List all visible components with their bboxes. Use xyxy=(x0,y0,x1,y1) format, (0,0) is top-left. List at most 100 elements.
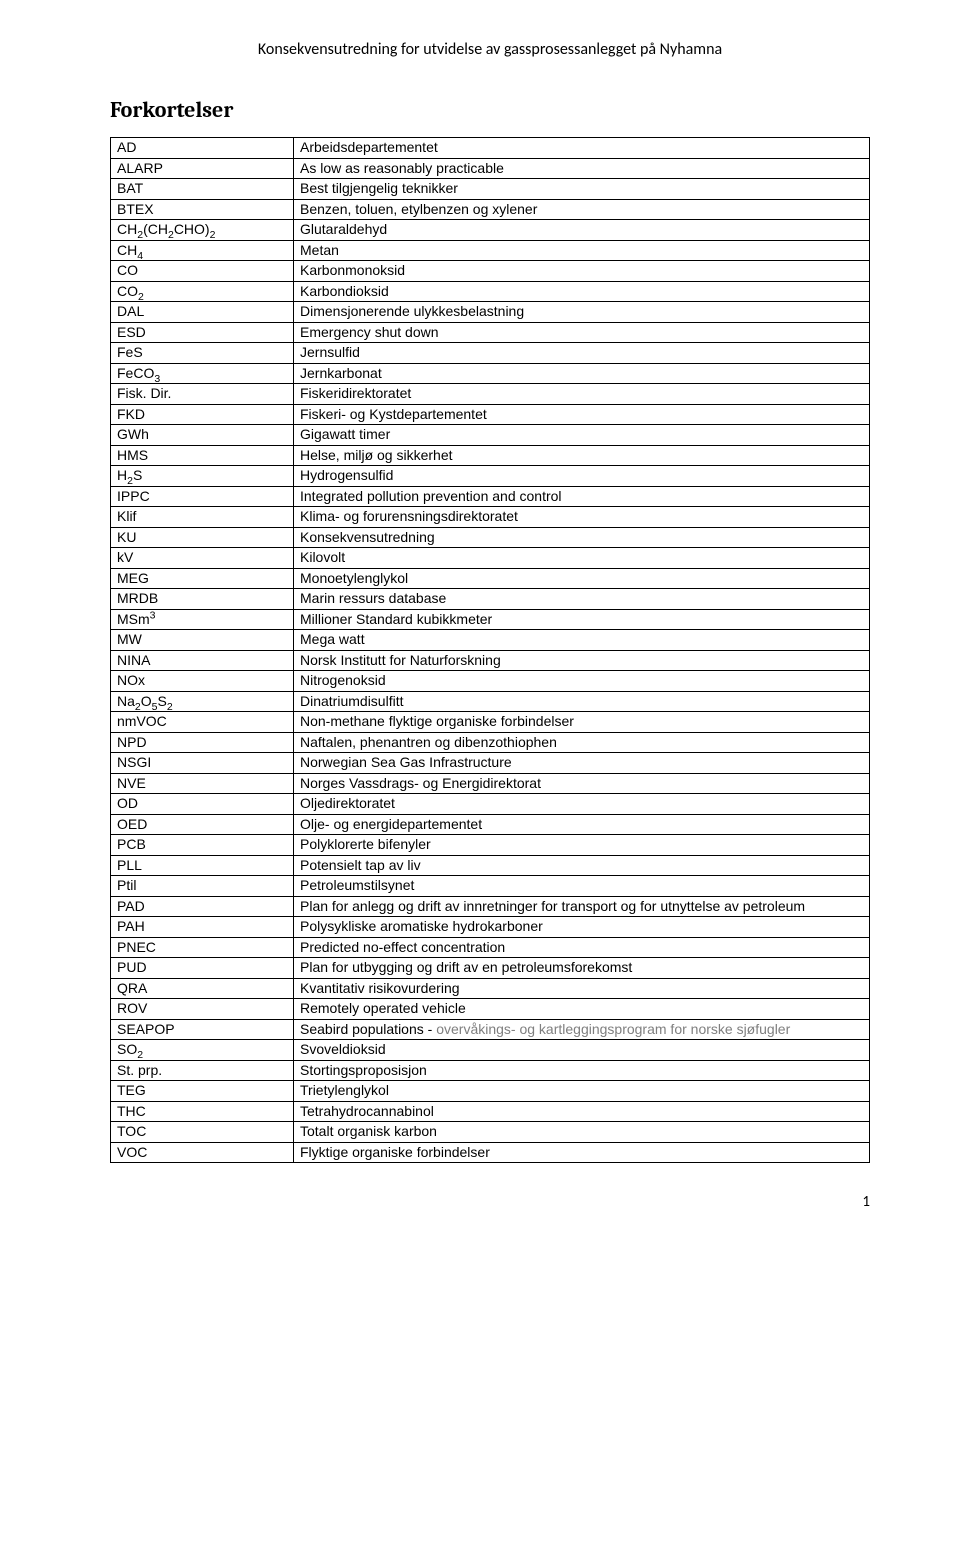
definition-cell: Glutaraldehyd xyxy=(294,220,870,241)
table-row: OEDOlje- og energidepartementet xyxy=(111,814,870,835)
table-row: ESDEmergency shut down xyxy=(111,322,870,343)
definition-cell: Kvantitativ risikovurdering xyxy=(294,978,870,999)
table-row: PNECPredicted no-effect concentration xyxy=(111,937,870,958)
abbrev-cell: MEG xyxy=(111,568,294,589)
section-heading: Forkortelser xyxy=(110,97,870,123)
abbrev-cell: AD xyxy=(111,138,294,159)
definition-cell: Trietylenglykol xyxy=(294,1081,870,1102)
definition-cell: Norsk Institutt for Naturforskning xyxy=(294,650,870,671)
abbrev-cell: Ptil xyxy=(111,876,294,897)
abbreviations-table: ADArbeidsdepartementetALARPAs low as rea… xyxy=(110,137,870,1163)
abbrev-cell: FeS xyxy=(111,343,294,364)
abbrev-cell: OD xyxy=(111,794,294,815)
abbrev-cell: BAT xyxy=(111,179,294,200)
definition-cell: Fiskeridirektoratet xyxy=(294,384,870,405)
table-row: SO2Svoveldioksid xyxy=(111,1040,870,1061)
definition-cell: Metan xyxy=(294,240,870,261)
definition-cell: Dinatriumdisulfitt xyxy=(294,691,870,712)
table-row: PtilPetroleumstilsynet xyxy=(111,876,870,897)
table-row: ALARPAs low as reasonably practicable xyxy=(111,158,870,179)
definition-cell: Hydrogensulfid xyxy=(294,466,870,487)
table-row: ROVRemotely operated vehicle xyxy=(111,999,870,1020)
page-header-title: Konsekvensutredning for utvidelse av gas… xyxy=(110,40,870,59)
table-row: St. prp.Stortingsproposisjon xyxy=(111,1060,870,1081)
table-row: SEAPOPSeabird populations - overvåkings-… xyxy=(111,1019,870,1040)
abbrev-cell: St. prp. xyxy=(111,1060,294,1081)
table-row: GWhGigawatt timer xyxy=(111,425,870,446)
definition-cell: Petroleumstilsynet xyxy=(294,876,870,897)
table-row: PLLPotensielt tap av liv xyxy=(111,855,870,876)
table-row: MEGMonoetylenglykol xyxy=(111,568,870,589)
definition-cell: Jernkarbonat xyxy=(294,363,870,384)
definition-cell: Karbondioksid xyxy=(294,281,870,302)
table-row: ADArbeidsdepartementet xyxy=(111,138,870,159)
abbrev-cell: nmVOC xyxy=(111,712,294,733)
definition-cell: Remotely operated vehicle xyxy=(294,999,870,1020)
definition-cell: Totalt organisk karbon xyxy=(294,1122,870,1143)
definition-cell: Non-methane flyktige organiske forbindel… xyxy=(294,712,870,733)
definition-cell: Svoveldioksid xyxy=(294,1040,870,1061)
abbrev-cell: DAL xyxy=(111,302,294,323)
table-row: MWMega watt xyxy=(111,630,870,651)
definition-cell: Stortingsproposisjon xyxy=(294,1060,870,1081)
table-row: FeCO3Jernkarbonat xyxy=(111,363,870,384)
definition-cell: Predicted no-effect concentration xyxy=(294,937,870,958)
definition-cell: Benzen, toluen, etylbenzen og xylener xyxy=(294,199,870,220)
table-row: CH2(CH2CHO)2Glutaraldehyd xyxy=(111,220,870,241)
abbrev-cell: PNEC xyxy=(111,937,294,958)
abbrev-cell: NSGI xyxy=(111,753,294,774)
abbrev-cell: FKD xyxy=(111,404,294,425)
definition-cell: Polysykliske aromatiske hydrokarboner xyxy=(294,917,870,938)
abbrev-cell: HMS xyxy=(111,445,294,466)
table-row: PCBPolyklorerte bifenyler xyxy=(111,835,870,856)
table-row: nmVOCNon-methane flyktige organiske forb… xyxy=(111,712,870,733)
abbrev-cell: Na2O5S2 xyxy=(111,691,294,712)
abbrev-cell: Fisk. Dir. xyxy=(111,384,294,405)
abbrev-cell: NINA xyxy=(111,650,294,671)
table-row: Fisk. Dir.Fiskeridirektoratet xyxy=(111,384,870,405)
abbrev-cell: SO2 xyxy=(111,1040,294,1061)
table-row: NOxNitrogenoksid xyxy=(111,671,870,692)
definition-cell: Oljedirektoratet xyxy=(294,794,870,815)
abbrev-cell: ALARP xyxy=(111,158,294,179)
table-row: QRAKvantitativ risikovurdering xyxy=(111,978,870,999)
abbrev-cell: PAH xyxy=(111,917,294,938)
definition-cell: As low as reasonably practicable xyxy=(294,158,870,179)
abbrev-cell: kV xyxy=(111,548,294,569)
definition-cell: Best tilgjengelig teknikker xyxy=(294,179,870,200)
table-row: NVENorges Vassdrags- og Energidirektorat xyxy=(111,773,870,794)
definition-cell: Plan for anlegg og drift av innretninger… xyxy=(294,896,870,917)
table-row: COKarbonmonoksid xyxy=(111,261,870,282)
definition-cell: Klima- og forurensningsdirektoratet xyxy=(294,507,870,528)
abbrev-cell: CO xyxy=(111,261,294,282)
table-row: Na2O5S2Dinatriumdisulfitt xyxy=(111,691,870,712)
abbrev-cell: GWh xyxy=(111,425,294,446)
abbrev-cell: MRDB xyxy=(111,589,294,610)
definition-cell: Kilovolt xyxy=(294,548,870,569)
definition-cell: Mega watt xyxy=(294,630,870,651)
table-row: PUDPlan for utbygging og drift av en pet… xyxy=(111,958,870,979)
definition-cell: Norwegian Sea Gas Infrastructure xyxy=(294,753,870,774)
table-row: TOCTotalt organisk karbon xyxy=(111,1122,870,1143)
abbrev-cell: PLL xyxy=(111,855,294,876)
abbrev-cell: OED xyxy=(111,814,294,835)
abbrev-cell: CH2(CH2CHO)2 xyxy=(111,220,294,241)
abbrev-cell: SEAPOP xyxy=(111,1019,294,1040)
table-row: KlifKlima- og forurensningsdirektoratet xyxy=(111,507,870,528)
definition-cell: Polyklorerte bifenyler xyxy=(294,835,870,856)
page-number: 1 xyxy=(110,1193,870,1211)
definition-cell: Tetrahydrocannabinol xyxy=(294,1101,870,1122)
abbrev-cell: CO2 xyxy=(111,281,294,302)
abbrev-cell: THC xyxy=(111,1101,294,1122)
abbrev-cell: H2S xyxy=(111,466,294,487)
abbrev-cell: IPPC xyxy=(111,486,294,507)
table-row: BATBest tilgjengelig teknikker xyxy=(111,179,870,200)
definition-cell: Plan for utbygging og drift av en petrol… xyxy=(294,958,870,979)
definition-cell: Helse, miljø og sikkerhet xyxy=(294,445,870,466)
definition-cell: Potensielt tap av liv xyxy=(294,855,870,876)
table-row: KUKonsekvensutredning xyxy=(111,527,870,548)
table-row: H2SHydrogensulfid xyxy=(111,466,870,487)
table-row: IPPCIntegrated pollution prevention and … xyxy=(111,486,870,507)
abbrev-cell: MW xyxy=(111,630,294,651)
table-row: TEGTrietylenglykol xyxy=(111,1081,870,1102)
